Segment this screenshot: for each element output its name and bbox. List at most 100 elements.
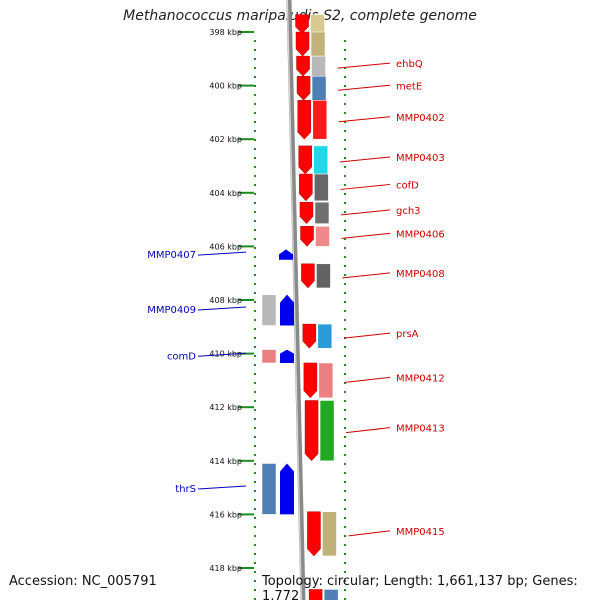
right-guide-dot: [344, 265, 346, 267]
left-guide-dot: [254, 103, 256, 105]
right-guide-dot: [344, 436, 346, 438]
right-guide-dot: [344, 535, 346, 537]
tick-label: 414 kbp: [209, 457, 242, 466]
tick-mark: [238, 31, 254, 33]
accession-text: Accession: NC_005791: [9, 574, 157, 589]
left-guide-dot: [254, 508, 256, 510]
left-guide-dot: [254, 283, 256, 285]
left-guide-dot: [254, 346, 256, 348]
left-guide-dot: [254, 112, 256, 114]
right-guide-dot: [344, 382, 346, 384]
tick-mark: [238, 191, 254, 194]
tick-mark: [238, 513, 254, 516]
forward-gene-label: prsA: [396, 329, 419, 340]
left-guide-dot: [254, 364, 256, 366]
forward-gene-leader: [341, 232, 391, 239]
forward-gene-arrow: [296, 55, 310, 77]
left-guide-dot: [254, 526, 256, 528]
right-guide-dot: [344, 598, 346, 600]
right-guide-dot: [344, 454, 346, 456]
forward-feature-box: [316, 263, 331, 289]
backbone-line: [286, 0, 306, 600]
forward-feature-box: [323, 589, 339, 600]
tick-label: 412 kbp: [209, 403, 242, 412]
forward-gene-arrow: [304, 400, 319, 462]
forward-gene-label: gch3: [396, 206, 421, 217]
forward-gene-leader: [340, 183, 391, 190]
right-guide-dot: [344, 229, 346, 231]
forward-gene-label: MMP0408: [396, 269, 445, 280]
left-guide-dot: [254, 193, 256, 195]
right-guide-dot: [344, 76, 346, 78]
forward-gene-arrow: [299, 173, 313, 202]
right-guide-dot: [344, 427, 346, 429]
tick-label: 418 kbp: [209, 564, 242, 573]
left-guide-dot: [254, 40, 256, 42]
forward-gene-arrow: [295, 31, 310, 57]
right-guide-dot: [344, 148, 346, 150]
left-guide-dot: [254, 292, 256, 294]
left-guide-dot: [254, 130, 256, 132]
tick-mark: [238, 459, 254, 462]
right-guide-dot: [344, 400, 346, 402]
left-guide-dot: [254, 373, 256, 375]
tick-mark: [238, 406, 254, 409]
forward-gene-arrow: [308, 589, 323, 600]
forward-gene-leader: [342, 272, 391, 279]
left-guide-dot: [254, 553, 256, 555]
left-guide-dot: [254, 562, 256, 564]
reverse-gene-leader: [197, 352, 247, 357]
tick-label: 408 kbp: [209, 296, 242, 305]
left-guide-dot: [254, 310, 256, 312]
left-guide-dot: [254, 94, 256, 96]
left-guide-dot: [254, 220, 256, 222]
right-guide-dot: [344, 580, 346, 582]
reverse-gene-arrow: [280, 463, 294, 515]
forward-gene-arrow: [297, 100, 312, 140]
forward-feature-box: [310, 31, 326, 57]
forward-feature-box: [312, 100, 328, 140]
forward-gene-arrow: [298, 145, 312, 175]
left-guide-dot: [254, 535, 256, 537]
right-guide-dot: [344, 67, 346, 69]
right-guide-dot: [344, 544, 346, 546]
forward-gene-leader: [339, 156, 391, 163]
forward-feature-box: [318, 362, 334, 399]
left-guide-dot: [254, 265, 256, 267]
left-guide-dot: [254, 211, 256, 213]
tick-label: 416 kbp: [209, 510, 242, 519]
right-guide-dot: [344, 364, 346, 366]
forward-gene-leader: [340, 209, 391, 216]
left-guide-dot: [254, 391, 256, 393]
left-guide-dot: [254, 445, 256, 447]
right-guide-dot: [344, 85, 346, 87]
forward-gene-arrow: [302, 323, 317, 349]
forward-gene-label: metE: [396, 81, 422, 92]
reverse-gene-arrow: [280, 294, 294, 326]
left-guide-dot: [254, 382, 256, 384]
right-guide-dot: [344, 49, 346, 51]
right-guide-dot: [344, 409, 346, 411]
left-guide-dot: [254, 499, 256, 501]
right-guide-dot: [344, 256, 346, 258]
left-guide-dot: [254, 85, 256, 87]
left-guide-dot: [254, 454, 256, 456]
right-guide-dot: [344, 301, 346, 303]
left-guide-dot: [254, 490, 256, 492]
left-guide-dot: [254, 274, 256, 276]
left-guide-dot: [254, 409, 256, 411]
right-guide-dot: [344, 166, 346, 168]
forward-gene-arrow: [295, 14, 309, 34]
forward-feature-box: [313, 145, 328, 175]
left-guide-dot: [254, 427, 256, 429]
forward-gene-leader: [338, 116, 391, 123]
right-guide-dot: [344, 472, 346, 474]
forward-feature-box: [315, 226, 330, 247]
forward-gene-label: ehbQ: [396, 59, 423, 70]
left-guide-dot: [254, 256, 256, 258]
left-guide-dot: [254, 238, 256, 240]
reverse-gene-leader: [197, 485, 247, 490]
left-guide-dot: [254, 328, 256, 330]
tick-mark: [238, 299, 254, 301]
right-guide-dot: [344, 310, 346, 312]
